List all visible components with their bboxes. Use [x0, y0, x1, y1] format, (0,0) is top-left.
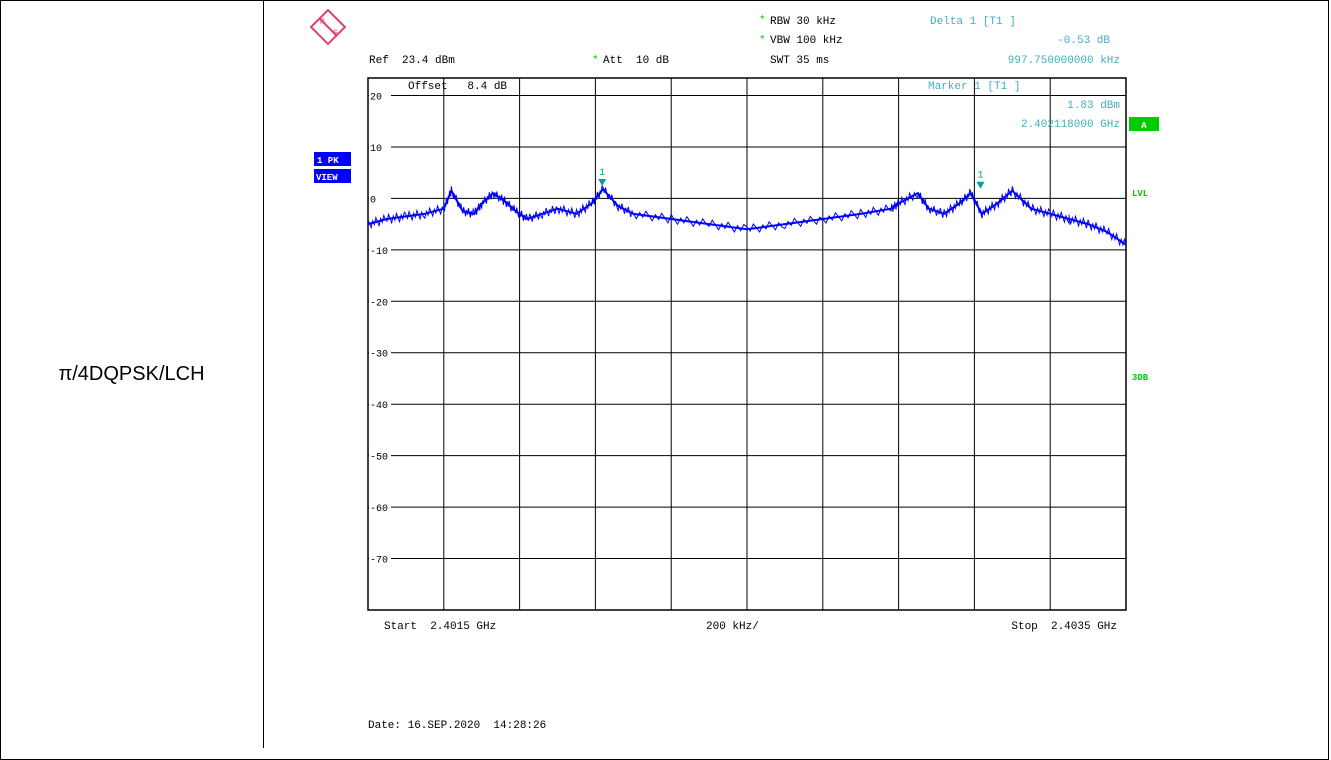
att-star: *: [592, 55, 599, 67]
offset-label: Offset 8.4 dB: [408, 81, 507, 93]
y-tick-label: 0: [370, 195, 376, 206]
trace-box-2: [314, 169, 351, 183]
lvl-label: LVL: [1132, 189, 1148, 199]
db3-label: 3DB: [1132, 373, 1149, 383]
y-tick-label: -50: [370, 453, 388, 464]
y-tick-bg: [369, 552, 391, 564]
logo-s: S: [333, 29, 338, 38]
y-tick-label: -20: [370, 298, 388, 309]
y-tick-label: -10: [370, 247, 388, 258]
ref-label: Ref 23.4 dBm: [369, 55, 455, 67]
swt-label: SWT 35 ms: [770, 55, 829, 67]
marker-label: 1: [977, 171, 983, 182]
y-tick-label: 10: [370, 144, 382, 155]
trace-box-1-text: 1 PK: [317, 156, 339, 166]
y-tick-bg: [369, 89, 391, 101]
a-box: [1129, 117, 1159, 131]
y-ticks: 20 10 0 -10 -20 -30 -40 -50 -60 -70: [369, 89, 391, 567]
marker-triangle: [598, 178, 607, 186]
trace-box-1: [314, 152, 351, 166]
y-tick-label: -70: [370, 556, 388, 567]
y-tick-label: -60: [370, 504, 388, 515]
rohde-schwarz-logo: [309, 8, 347, 46]
delta-freq: 997.750000000 kHz: [1008, 55, 1120, 67]
y-tick-bg: [369, 398, 391, 410]
logo-r: R: [320, 18, 325, 27]
trace-box-2-text: VIEW: [316, 173, 338, 183]
y-tick-bg: [369, 501, 391, 513]
y-tick-bg: [369, 295, 391, 307]
marker-title: Marker 1 [T1 ]: [928, 81, 1020, 93]
att-label: Att 10 dB: [603, 55, 669, 67]
rbw-label: RBW 30 kHz: [770, 16, 836, 28]
div-label: 200 kHz/: [706, 621, 759, 633]
delta-title: Delta 1 [T1 ]: [930, 16, 1016, 28]
marker-freq: 2.402118000 GHz: [1021, 119, 1120, 131]
start-label: Start 2.4015 GHz: [384, 621, 496, 633]
y-tick-bg: [369, 243, 391, 255]
date-label: Date: 16.SEP.2020 14:28:26: [368, 720, 546, 732]
vbw-star: *: [759, 35, 766, 47]
rbw-star: *: [759, 15, 766, 27]
y-tick-bg: [369, 346, 391, 358]
a-box-text: A: [1141, 121, 1147, 131]
stop-label: Stop 2.4035 GHz: [1011, 621, 1117, 633]
y-tick-label: -30: [370, 350, 388, 361]
spectrum-trace-noise: [367, 184, 1127, 247]
marker-value: 1.83 dBm: [1067, 100, 1120, 112]
marker-triangle: [976, 181, 985, 189]
delta-value: -0.53 dB: [1057, 35, 1110, 47]
y-tick-label: -40: [370, 401, 388, 412]
marker-label: 1: [599, 168, 605, 179]
y-tick-label: 20: [370, 92, 382, 103]
vbw-label: VBW 100 kHz: [770, 35, 843, 47]
y-tick-bg: [369, 449, 391, 461]
row-label: π/4DQPSK/LCH: [58, 362, 205, 385]
column-divider: [263, 0, 264, 748]
y-tick-bg: [369, 140, 391, 152]
y-tick-bg: [369, 192, 391, 204]
